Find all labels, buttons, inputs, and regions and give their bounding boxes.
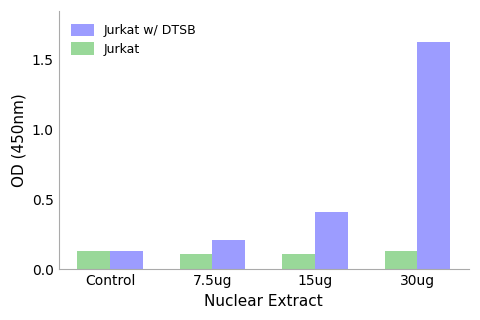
Y-axis label: OD (450nm): OD (450nm) xyxy=(11,93,26,187)
Bar xyxy=(282,254,315,269)
Bar xyxy=(180,254,213,269)
Bar xyxy=(110,251,143,269)
Bar xyxy=(315,212,348,269)
Bar xyxy=(213,240,245,269)
X-axis label: Nuclear Extract: Nuclear Extract xyxy=(204,294,323,309)
Bar xyxy=(418,42,450,269)
Bar xyxy=(384,251,418,269)
Bar xyxy=(77,251,110,269)
Legend: Jurkat w/ DTSB, Jurkat: Jurkat w/ DTSB, Jurkat xyxy=(65,17,203,62)
